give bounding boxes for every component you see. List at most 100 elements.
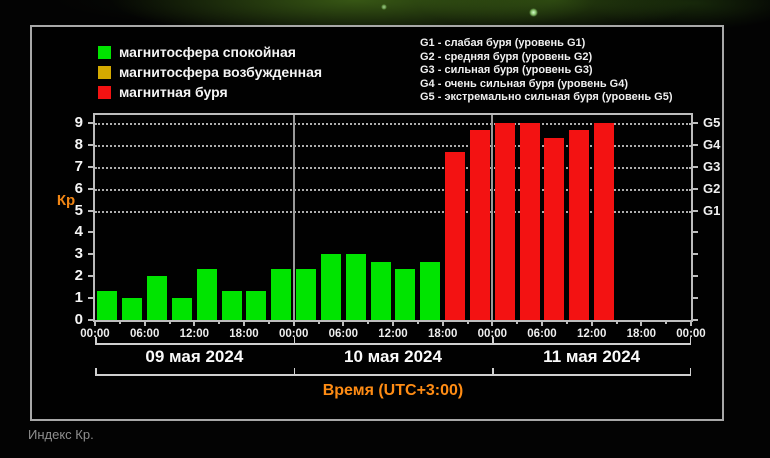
legend-swatch-quiet	[98, 45, 111, 59]
y-tick-label: 3	[74, 245, 83, 263]
x-axis-tick	[466, 320, 469, 324]
time-tick-label: 06:00	[129, 328, 160, 340]
x-axis-tick	[317, 320, 320, 324]
y-axis-tick-right	[691, 297, 698, 300]
legend-swatch-storm	[98, 85, 111, 99]
storm-scale-line-g4: G4 - очень сильная буря (уровень G4)	[420, 77, 629, 90]
day-separator	[292, 115, 295, 320]
kp-bar	[420, 261, 441, 320]
storm-scale-line-g3: G3 - сильная буря (уровень G3)	[420, 64, 593, 77]
storm-scale-line-g1: G1 - слабая буря (уровень G1)	[420, 37, 586, 49]
x-axis-tick	[392, 320, 394, 326]
time-tick-label: 18:00	[229, 328, 259, 340]
kp-bar	[196, 268, 217, 320]
x-axis-tick	[565, 320, 568, 324]
day-bracket-tick	[95, 336, 97, 344]
time-tick-label: 12:00	[576, 328, 607, 340]
kp-bar	[296, 268, 317, 320]
y-axis-tick	[88, 187, 95, 190]
y-tick-label: 0	[74, 311, 83, 328]
day-bracket-tick	[689, 367, 691, 375]
x-axis-tick	[590, 320, 593, 326]
y-axis-tick	[88, 253, 95, 256]
time-tick-label: 12:00	[179, 328, 210, 340]
y-tick-label: 9	[74, 113, 83, 131]
y-axis-tick-right	[691, 231, 698, 234]
y-axis-tick-right	[691, 143, 698, 146]
x-axis-tick	[292, 320, 295, 326]
time-tick-label: 18:00	[427, 328, 458, 340]
star-dot	[529, 8, 538, 17]
kp-bar	[147, 276, 168, 320]
kp-bar	[445, 152, 466, 320]
x-axis-tick	[118, 320, 121, 324]
y-tick-label: 1	[74, 289, 83, 307]
y-axis-tick	[88, 231, 95, 234]
time-tick-label: 06:00	[527, 328, 557, 340]
day-bracket-tick	[293, 336, 296, 344]
y-tick-label: 4	[74, 223, 83, 241]
y-axis-tick-right	[691, 187, 698, 190]
y-axis-tick	[88, 165, 95, 168]
y-tick-label: 7	[74, 157, 83, 175]
gridline-G4	[95, 144, 691, 147]
time-tick-label: 00:00	[477, 328, 508, 340]
gridline-G5	[95, 122, 691, 125]
time-tick-label: 06:00	[328, 328, 359, 340]
g-level-label-G4: G4	[703, 136, 721, 152]
x-axis-tick	[541, 320, 543, 326]
legend-label: магнитосфера спокойная	[119, 44, 296, 60]
legend-swatch-excited	[98, 65, 111, 79]
y-axis-tick-right	[691, 319, 698, 321]
day-bracket-tick	[492, 336, 494, 344]
kp-bar	[246, 290, 267, 320]
time-tick-label: 18:00	[626, 328, 657, 340]
x-axis-tick	[193, 320, 196, 326]
day-bracket-tick	[95, 367, 97, 375]
day-bracket-tick	[293, 367, 296, 375]
x-axis-tick	[367, 320, 370, 324]
gridline-G3	[95, 166, 691, 169]
x-axis-tick	[342, 320, 345, 326]
storm-scale-legend: G1 - слабая буря (уровень G1) G2 - средня…	[420, 37, 673, 105]
y-axis-tick	[88, 143, 95, 146]
x-axis-tick	[243, 320, 245, 326]
date-label: 09 мая 2024	[145, 347, 244, 366]
magnetosphere-legend: магнитосфера спокойная магнитосфера возбу…	[98, 42, 322, 102]
g-level-label-G2: G2	[703, 180, 721, 196]
x-axis-title: Время (UTC+3:00)	[322, 382, 464, 399]
x-axis-tick	[690, 320, 692, 326]
y-axis-tick-right	[691, 121, 698, 124]
kp-bar	[395, 268, 416, 320]
kp-bar	[345, 254, 366, 320]
x-axis-tick	[441, 320, 444, 326]
legend-item-quiet: магнитосфера спокойная	[98, 42, 322, 62]
x-axis-tick	[218, 320, 221, 324]
day-bracket-tick	[689, 336, 691, 344]
y-axis-tick	[88, 319, 95, 321]
kp-bar	[569, 130, 590, 320]
star-dot	[381, 4, 387, 10]
y-axis-tick-right	[691, 253, 698, 256]
kp-bar	[494, 122, 515, 320]
y-tick-label: 2	[74, 267, 83, 285]
kp-bar	[122, 298, 143, 320]
y-axis-tick-right	[691, 209, 698, 212]
y-tick-label: 8	[74, 135, 83, 153]
y-axis-tick	[88, 121, 95, 124]
y-axis-tick	[88, 209, 95, 212]
date-label: 11 мая 2024	[543, 347, 641, 366]
time-tick-label: 12:00	[378, 328, 408, 340]
legend-item-storm: магнитная буря	[98, 82, 322, 102]
g-level-label-G3: G3	[703, 158, 721, 174]
date-label: 10 мая 2024	[344, 347, 442, 366]
kp-bar	[370, 261, 391, 320]
y-tick-label: 6	[74, 179, 83, 197]
storm-scale-line-g5: G5 - экстремально сильная буря (уровень …	[420, 91, 673, 104]
x-axis-tick	[491, 320, 494, 326]
time-tick-label: 00:00	[676, 328, 706, 340]
time-tick-label: 00:00	[278, 328, 309, 340]
day-separator	[491, 115, 494, 320]
x-axis-tick	[143, 320, 146, 326]
x-axis-tick	[516, 320, 519, 324]
